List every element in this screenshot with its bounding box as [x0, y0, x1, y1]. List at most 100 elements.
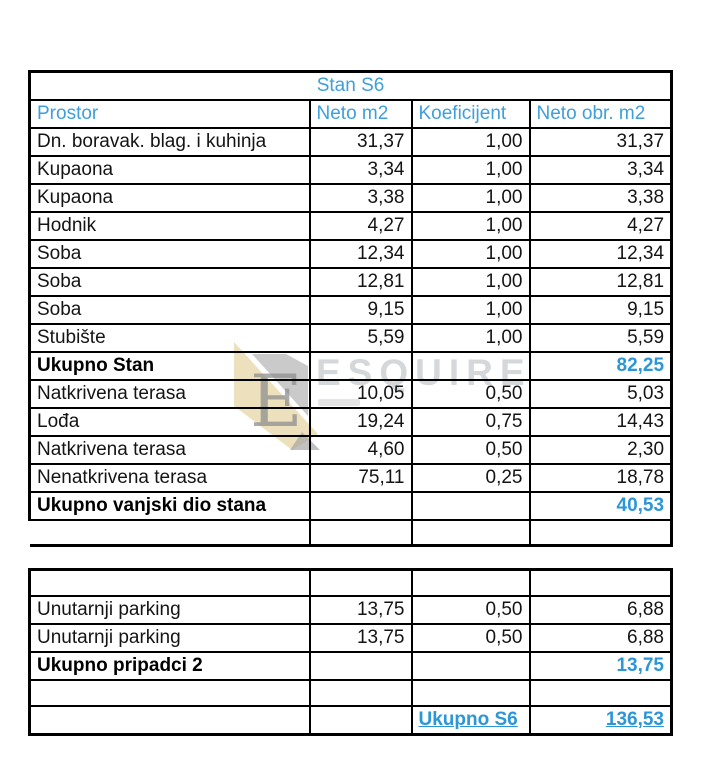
neto-m2-cell: 13,75	[308, 595, 413, 625]
table-row: Ukupno vanjski dio stana 40,53	[28, 491, 673, 521]
neto-obr-cell: 3,34	[528, 155, 673, 185]
room-name-cell: Soba	[28, 267, 311, 297]
table-row	[29, 519, 673, 547]
table-row: Soba 12,81 1,00 12,81	[28, 267, 673, 297]
table-row: Kupaona 3,34 1,00 3,34	[28, 155, 673, 185]
koeficijent-cell: 0,50	[410, 435, 531, 465]
room-name-cell: Unutarnji parking	[28, 623, 311, 653]
stan-s6-table: Stan S6 Prostor Neto m2 Koeficijent Neto…	[28, 70, 674, 547]
room-name-cell	[28, 568, 311, 597]
neto-m2-cell: 75,11	[308, 463, 413, 493]
room-name-cell	[28, 679, 311, 707]
neto-m2-cell: 13,75	[308, 623, 413, 653]
room-name-cell: Kupaona	[28, 155, 311, 185]
neto-m2-cell	[308, 651, 413, 681]
koeficijent-cell: 0,50	[410, 595, 531, 625]
table-row: Natkrivena terasa 10,05 0,50 5,03	[28, 379, 673, 409]
column-header-koeficijent: Koeficijent	[410, 99, 531, 129]
table-header-row: Prostor Neto m2 Koeficijent Neto obr. m2	[28, 99, 673, 129]
neto-obr-cell: 3,38	[528, 183, 673, 213]
neto-obr-cell: 2,30	[528, 435, 673, 465]
koeficijent-cell: 1,00	[410, 295, 531, 325]
room-name-cell: Natkrivena terasa	[28, 435, 311, 465]
neto-m2-cell: 19,24	[308, 407, 413, 437]
table-row: Ukupno Stan 82,25	[28, 351, 673, 381]
table-row: Unutarnji parking 13,75 0,50 6,88	[28, 595, 673, 625]
room-name-cell: Lođa	[28, 407, 311, 437]
neto-m2-cell: 10,05	[308, 379, 413, 409]
koeficijent-cell: 1,00	[410, 323, 531, 353]
neto-obr-cell: 40,53	[528, 491, 673, 521]
column-header-neto-m2: Neto m2	[308, 99, 413, 129]
koeficijent-cell	[410, 351, 531, 381]
neto-obr-cell: 12,81	[528, 267, 673, 297]
room-name-cell	[28, 705, 311, 736]
table-title-row: Stan S6	[28, 70, 673, 101]
neto-obr-cell	[528, 679, 673, 707]
pripadci-2-table: Unutarnji parking 13,75 0,50 6,88 Unutarnji …	[28, 568, 673, 736]
room-name-cell: Ukupno pripadci 2	[28, 651, 311, 681]
room-name-cell: Ukupno Stan	[28, 351, 311, 381]
table-row: Dn. boravak. blag. i kuhinja 31,37 1,00 31,…	[28, 127, 673, 157]
koeficijent-cell: 1,00	[410, 127, 531, 157]
table-row: Nenatkrivena terasa 75,11 0,25 18,78	[28, 463, 673, 493]
koeficijent-cell: 1,00	[410, 239, 531, 269]
table-row: Hodnik 4,27 1,00 4,27	[28, 211, 673, 241]
koeficijent-cell: 0,25	[410, 463, 531, 493]
neto-obr-cell	[528, 519, 673, 547]
koeficijent-cell: 0,50	[410, 379, 531, 409]
koeficijent-cell	[410, 491, 531, 521]
table-row: Soba 9,15 1,00 9,15	[28, 295, 673, 325]
neto-m2-cell	[308, 351, 413, 381]
neto-m2-cell: 5,59	[308, 323, 413, 353]
neto-obr-cell: 5,03	[528, 379, 673, 409]
neto-m2-cell: 12,81	[308, 267, 413, 297]
koeficijent-cell: 1,00	[410, 211, 531, 241]
neto-m2-cell: 12,34	[308, 239, 413, 269]
neto-obr-cell: 82,25	[528, 351, 673, 381]
koeficijent-cell	[410, 568, 531, 597]
ukupno-s6-label: Ukupno S6	[410, 705, 531, 736]
table-row: Kupaona 3,38 1,00 3,38	[28, 183, 673, 213]
room-name-cell: Hodnik	[28, 211, 311, 241]
table-row: Soba 12,34 1,00 12,34	[28, 239, 673, 269]
neto-m2-cell	[308, 519, 413, 547]
neto-m2-cell	[308, 568, 413, 597]
neto-m2-cell: 3,38	[308, 183, 413, 213]
neto-obr-cell: 4,27	[528, 211, 673, 241]
koeficijent-cell	[410, 519, 531, 547]
koeficijent-cell	[410, 679, 531, 707]
table-row: Unutarnji parking 13,75 0,50 6,88	[28, 623, 673, 653]
neto-m2-cell	[308, 491, 413, 521]
column-header-neto-obr-m2: Neto obr. m2	[528, 99, 673, 129]
table-row	[28, 679, 673, 707]
neto-obr-cell: 5,59	[528, 323, 673, 353]
neto-obr-cell: 14,43	[528, 407, 673, 437]
room-name-cell: Unutarnji parking	[28, 595, 311, 625]
room-name-cell: Nenatkrivena terasa	[28, 463, 311, 493]
table-row: Stubište 5,59 1,00 5,59	[28, 323, 673, 353]
neto-m2-cell: 9,15	[308, 295, 413, 325]
neto-obr-cell	[528, 568, 673, 597]
neto-obr-cell: 13,75	[528, 651, 673, 681]
room-name-cell: Kupaona	[28, 183, 311, 213]
room-name-cell: Stubište	[28, 323, 311, 353]
room-name-cell: Soba	[28, 295, 311, 325]
neto-obr-cell: 31,37	[528, 127, 673, 157]
room-name-cell: Soba	[28, 239, 311, 269]
neto-obr-cell: 12,34	[528, 239, 673, 269]
neto-obr-cell: 9,15	[528, 295, 673, 325]
neto-obr-cell: 18,78	[528, 463, 673, 493]
room-name-cell: Dn. boravak. blag. i kuhinja	[28, 127, 311, 157]
neto-m2-cell: 4,60	[308, 435, 413, 465]
neto-m2-cell: 3,34	[308, 155, 413, 185]
koeficijent-cell	[410, 651, 531, 681]
neto-m2-cell: 31,37	[308, 127, 413, 157]
neto-m2-cell	[308, 705, 413, 736]
koeficijent-cell: 0,75	[410, 407, 531, 437]
koeficijent-cell: 1,00	[410, 183, 531, 213]
table-row: Ukupno pripadci 2 13,75	[28, 651, 673, 681]
table-row	[28, 568, 673, 597]
neto-obr-cell: 6,88	[528, 623, 673, 653]
